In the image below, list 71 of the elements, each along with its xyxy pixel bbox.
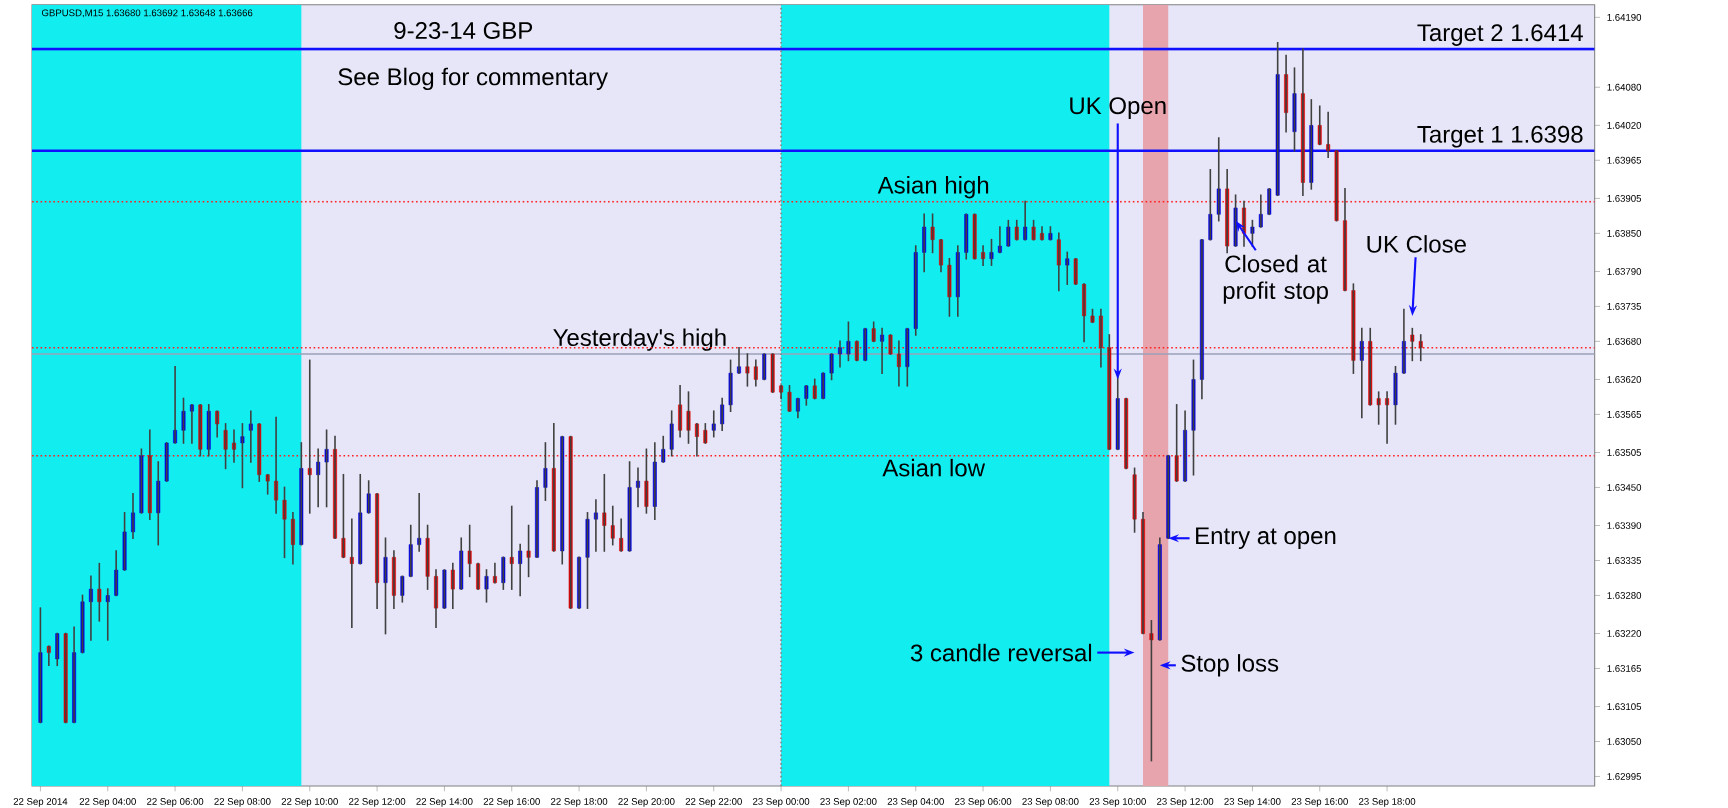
candlestick [282,486,287,559]
candlestick [871,321,876,343]
candlestick [223,423,228,470]
candlestick [686,391,691,444]
candlestick [240,423,245,489]
candlestick [1149,620,1154,762]
candlestick [585,512,590,609]
candlestick [97,562,102,622]
candlestick [972,213,977,260]
annotation: UK Close [1367,235,1466,253]
candlestick [198,404,203,457]
candlestick [1250,219,1255,247]
ref-line-label: Target 1 1.6398 [1417,125,1583,148]
candlestick [38,607,43,724]
candlestick [602,473,607,552]
candlestick [1208,169,1213,241]
candlestick [804,385,809,406]
candlestick [543,442,548,501]
candlestick [627,461,632,552]
candlestick [1191,359,1196,476]
candlestick [1292,67,1297,152]
candlestick [501,556,506,590]
candlestick [989,238,994,266]
candlestick [745,353,750,387]
candlestick [669,410,674,457]
candlestick [139,448,144,514]
candlestick [484,569,489,603]
candlestick [1309,99,1314,190]
candlestick [1393,365,1398,425]
candlestick [1132,467,1137,533]
candlestick [1006,219,1011,247]
ref-line-label: Yesterday's high [553,328,726,351]
candlestick [1410,327,1415,362]
candlestick [442,569,447,609]
candlestick [728,359,733,413]
candlestick [63,632,68,724]
candlestick [787,385,792,413]
candlestick [930,213,935,254]
candlestick [383,537,388,635]
candlestick [1174,404,1179,482]
candlestick [644,448,649,514]
candlestick [846,321,851,362]
candlestick [1031,219,1036,241]
candlestick [770,353,775,393]
text: 9-23-14 GBP [394,21,533,39]
ref-line-label: Asian low [882,458,986,477]
candlestick [1107,334,1112,451]
annotation: Entry at open [1196,527,1336,549]
candlestick [947,257,952,317]
candlestick [1233,194,1238,247]
candlestick [568,435,573,609]
annotation: Stop loss [1181,654,1279,677]
annotation: 3 candle reversal [910,643,1092,662]
candlestick [299,442,304,546]
candlestick [181,397,186,444]
candlestick [467,524,472,578]
candlestick [324,429,329,508]
ref-line-label: Target 2 1.6414 [1417,24,1583,46]
annotation: Closed at profit stop [1223,254,1328,304]
candlestick [703,423,708,444]
candlestick [425,524,430,590]
candlestick [1334,149,1339,222]
ref-line-label: Asian high [877,176,989,199]
candlestick [80,594,85,654]
annotation: UK Open [1070,97,1166,119]
candlestick [341,473,346,559]
candlestick [1351,283,1356,374]
candlestick [526,524,531,578]
candlestick [1073,257,1078,285]
candlestick [888,334,893,355]
annotation: See Blog for commentary [338,67,608,91]
